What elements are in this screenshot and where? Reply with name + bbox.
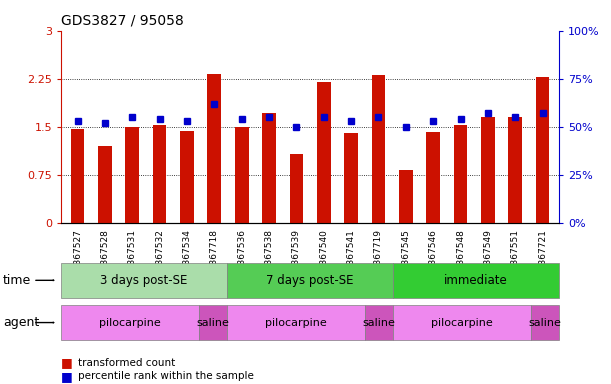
Text: transformed count: transformed count <box>78 358 175 368</box>
Bar <box>180 131 194 223</box>
Text: pilocarpine: pilocarpine <box>100 318 161 328</box>
Bar <box>344 133 358 223</box>
Bar <box>481 117 495 223</box>
Text: GDS3827 / 95058: GDS3827 / 95058 <box>61 13 184 27</box>
Text: pilocarpine: pilocarpine <box>431 318 493 328</box>
Bar <box>235 127 249 223</box>
Bar <box>262 113 276 223</box>
Text: percentile rank within the sample: percentile rank within the sample <box>78 371 254 381</box>
Bar <box>71 129 84 223</box>
Bar <box>98 146 112 223</box>
Text: time: time <box>3 274 31 287</box>
Text: saline: saline <box>197 318 230 328</box>
Text: saline: saline <box>529 318 562 328</box>
Text: ■: ■ <box>61 370 73 383</box>
Bar <box>290 154 303 223</box>
Bar <box>317 82 331 223</box>
Text: saline: saline <box>363 318 396 328</box>
Bar <box>454 126 467 223</box>
Bar <box>371 75 386 223</box>
Bar <box>125 127 139 223</box>
Bar <box>399 170 412 223</box>
Bar <box>536 77 549 223</box>
Bar <box>426 132 440 223</box>
Text: 7 days post-SE: 7 days post-SE <box>266 274 354 287</box>
Bar <box>208 74 221 223</box>
Text: immediate: immediate <box>444 274 508 287</box>
Bar <box>153 126 166 223</box>
Text: 3 days post-SE: 3 days post-SE <box>100 274 188 287</box>
Bar <box>508 117 522 223</box>
Text: agent: agent <box>3 316 39 329</box>
Text: pilocarpine: pilocarpine <box>265 318 327 328</box>
Text: ■: ■ <box>61 356 73 369</box>
